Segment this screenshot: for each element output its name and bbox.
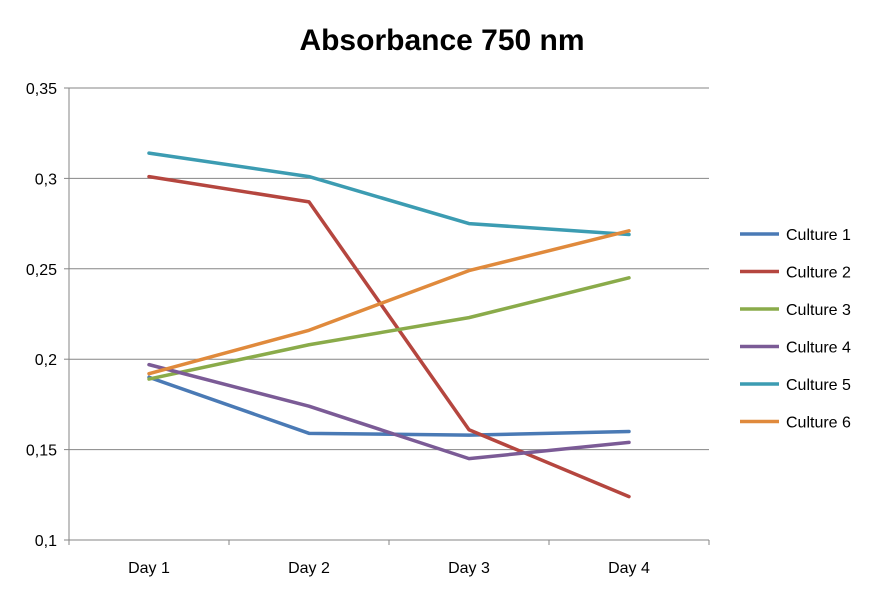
- y-tick-label: 0,15: [26, 443, 57, 460]
- legend-label: Culture 1: [786, 227, 851, 244]
- legend-label: Culture 3: [786, 302, 851, 319]
- legend-label: Culture 5: [786, 377, 851, 394]
- y-axis-ticks: 0,1 0,15 0,2 0,25 0,3 0,35: [26, 81, 57, 550]
- x-tick-label: Day 3: [448, 560, 490, 577]
- legend-label: Culture 4: [786, 340, 851, 357]
- gridlines: [64, 87, 709, 541]
- x-tick-label: Day 4: [608, 560, 650, 577]
- y-tick-label: 0,35: [26, 81, 57, 98]
- series-line-culture-6: [147, 229, 631, 376]
- series-line-culture-3: [147, 276, 631, 381]
- legend: Culture 1 Culture 2 Culture 3 Culture 4 Cult…: [740, 227, 851, 432]
- y-tick-label: 0,3: [35, 171, 57, 188]
- y-tick-label: 0,1: [35, 533, 57, 550]
- x-tick-label: Day 1: [128, 560, 170, 577]
- chart-title: Absorbance 750 nm: [299, 24, 584, 57]
- series-line-culture-2: [147, 174, 631, 499]
- legend-label: Culture 6: [786, 415, 851, 432]
- x-axis-ticks: Day 1 Day 2 Day 3 Day 4: [68, 540, 710, 577]
- y-tick-label: 0,2: [35, 352, 57, 369]
- legend-label: Culture 2: [786, 265, 851, 282]
- y-tick-label: 0,25: [26, 262, 57, 279]
- x-tick-label: Day 2: [288, 560, 330, 577]
- series-line-culture-1: [147, 375, 631, 437]
- series-line-culture-4: [147, 362, 631, 461]
- series-line-culture-5: [147, 151, 631, 237]
- series-lines: [147, 151, 631, 499]
